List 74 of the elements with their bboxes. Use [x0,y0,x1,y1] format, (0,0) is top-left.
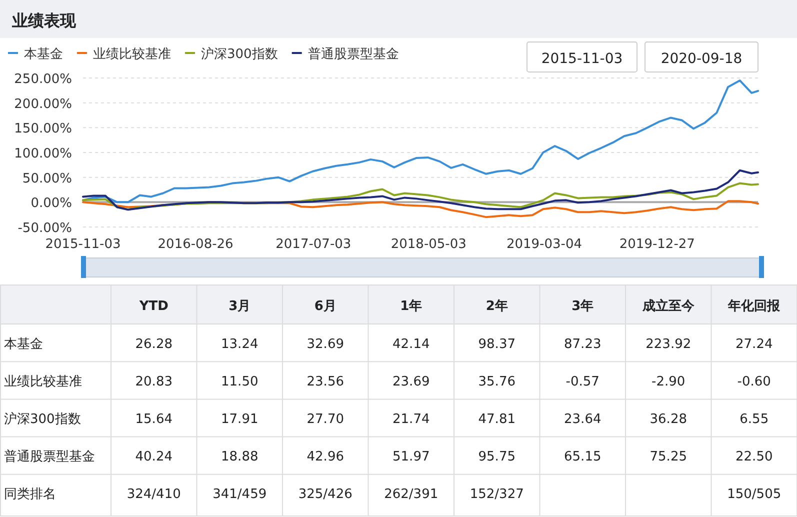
text: 21.74 [392,412,430,427]
y-tick-label: 150.00% [14,122,72,137]
text: 27.24 [736,336,773,352]
y-tick-label: -50.00% [18,221,72,236]
x-tick-label: 2017-07-03 [276,237,352,252]
category-label: 年化回报 [727,299,782,314]
text: 23.64 [564,412,602,427]
text: 22.50 [736,450,773,465]
text: 262/391 [384,487,438,502]
text: 6.55 [740,412,769,427]
text: 2020-09-18 [660,51,742,67]
category-label: 本基金 [4,336,43,352]
line-series [82,169,759,211]
line-series [82,182,759,211]
text: 18.88 [221,450,258,465]
text: -0.57 [566,374,600,390]
text: 11.50 [221,374,258,390]
y-tick-label: 250.00% [14,72,72,87]
text: 27.70 [306,412,344,427]
y-tick-label: 100.00% [14,146,72,162]
text: 15.64 [135,412,172,427]
text: 98.37 [478,336,516,352]
text: 36.28 [650,412,687,427]
category-label: 3月 [228,299,251,314]
text: 95.75 [478,450,516,465]
legend-label: 沪深300指数 [201,46,278,62]
legend-label: 普通股票型基金 [308,46,399,62]
category-label: 6月 [314,299,336,314]
category-label: 沪深300指数 [4,412,81,427]
text: 341/459 [212,487,267,502]
legend-label: 本基金 [24,47,63,62]
text: 223.92 [646,336,692,352]
text: 325/426 [298,487,352,502]
category-label: 业绩比较基准 [4,374,82,390]
text: 40.24 [135,450,172,465]
text: 42.96 [306,450,344,465]
line-series [82,79,759,204]
text: 47.81 [478,412,516,427]
category-label: 2年 [486,299,508,314]
text: 32.69 [306,336,344,352]
text: 20.83 [135,374,172,390]
category-label: 3年 [572,299,594,314]
category-label: 成立至今 [641,298,696,314]
text: 2015-11-03 [541,51,623,67]
x-tick-label: 2019-12-27 [619,237,695,252]
text: 150/505 [727,487,782,502]
x-tick-label: 2016-08-26 [158,237,234,252]
text: 51.97 [392,450,430,465]
x-tick-label: 2018-05-03 [390,237,466,252]
text: 13.24 [221,336,258,352]
text: -2.90 [652,374,686,390]
y-tick-label: 50.00% [22,171,72,186]
category-label: 1年 [400,299,422,314]
text: 65.15 [564,450,602,465]
category-label: YTD [138,299,169,314]
text: 152/327 [470,487,524,502]
text: 23.69 [392,374,430,390]
text: 42.14 [392,336,430,352]
category-label: 同类排名 [4,487,56,502]
y-tick-label: 200.00% [14,96,72,112]
text: 324/410 [126,487,181,502]
x-tick-label: 2015-11-03 [45,237,121,252]
text: 17.91 [221,412,258,427]
chart-title: 业绩表现 [11,11,77,30]
legend-label: 业绩比较基准 [93,47,171,62]
text: 23.56 [306,374,344,390]
text: 75.25 [650,450,687,465]
y-tick-label: 0.00% [30,196,72,212]
x-tick-label: 2019-03-04 [506,237,582,252]
text: 26.28 [135,336,172,352]
text: 87.23 [564,336,602,352]
text: 35.76 [478,374,516,390]
text: -0.60 [737,374,771,390]
category-label: 普通股票型基金 [4,450,95,465]
